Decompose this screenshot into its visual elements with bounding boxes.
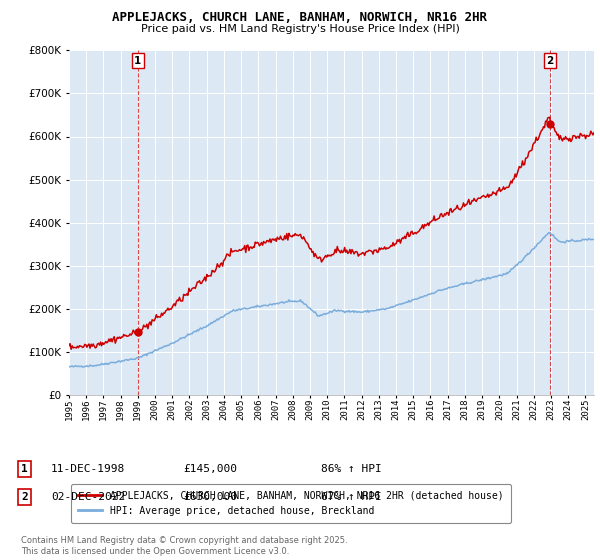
Text: 11-DEC-1998: 11-DEC-1998 (51, 464, 125, 474)
Text: 1: 1 (134, 55, 142, 66)
Text: Contains HM Land Registry data © Crown copyright and database right 2025.
This d: Contains HM Land Registry data © Crown c… (21, 536, 347, 556)
Legend: APPLEJACKS, CHURCH LANE, BANHAM, NORWICH, NR16 2HR (detached house), HPI: Averag: APPLEJACKS, CHURCH LANE, BANHAM, NORWICH… (71, 484, 511, 522)
Text: 1: 1 (21, 464, 28, 474)
Text: 02-DEC-2022: 02-DEC-2022 (51, 492, 125, 502)
Text: 2: 2 (21, 492, 28, 502)
Text: £145,000: £145,000 (183, 464, 237, 474)
Text: 2: 2 (547, 55, 554, 66)
Text: £630,000: £630,000 (183, 492, 237, 502)
Text: APPLEJACKS, CHURCH LANE, BANHAM, NORWICH, NR16 2HR: APPLEJACKS, CHURCH LANE, BANHAM, NORWICH… (113, 11, 487, 24)
Text: 67% ↑ HPI: 67% ↑ HPI (321, 492, 382, 502)
Text: 86% ↑ HPI: 86% ↑ HPI (321, 464, 382, 474)
Text: Price paid vs. HM Land Registry's House Price Index (HPI): Price paid vs. HM Land Registry's House … (140, 24, 460, 34)
